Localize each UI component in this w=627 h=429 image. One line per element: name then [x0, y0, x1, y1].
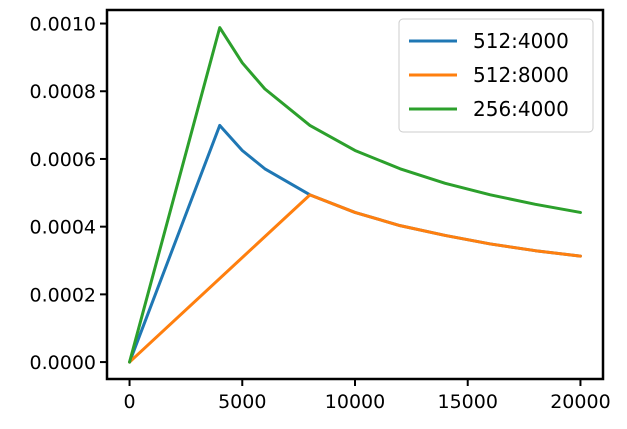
series-layer [128, 26, 582, 364]
x-tick-label: 15000 [438, 391, 498, 413]
y-tick-label: 0.0008 [30, 81, 96, 103]
legend: 512:4000 512:8000 256:4000 [398, 18, 594, 133]
y-tick-label: 0.0004 [30, 217, 96, 239]
x-tick-label: 10000 [325, 391, 385, 413]
x-tick-label: 0 [123, 391, 135, 413]
legend-label-1: 512:4000 [473, 29, 569, 53]
y-tick-label: 0.0006 [30, 149, 96, 171]
y-tick-label: 0.0002 [30, 284, 96, 306]
x-tick-label: 20000 [550, 391, 610, 413]
series-line-1 [128, 123, 582, 364]
legend-label-3: 256:4000 [473, 97, 569, 121]
series-line-3 [128, 26, 582, 364]
y-tick-label: 0.0010 [30, 14, 96, 36]
series-line-2 [128, 193, 582, 364]
x-tick-label: 5000 [218, 391, 266, 413]
x-axis: 0 5000 10000 15000 20000 [123, 379, 611, 413]
legend-box [398, 18, 594, 133]
legend-label-2: 512:8000 [473, 63, 569, 87]
y-axis: 0.0000 0.0002 0.0004 0.0006 0.0008 0.0010 [30, 14, 107, 374]
y-tick-label: 0.0000 [30, 352, 96, 374]
